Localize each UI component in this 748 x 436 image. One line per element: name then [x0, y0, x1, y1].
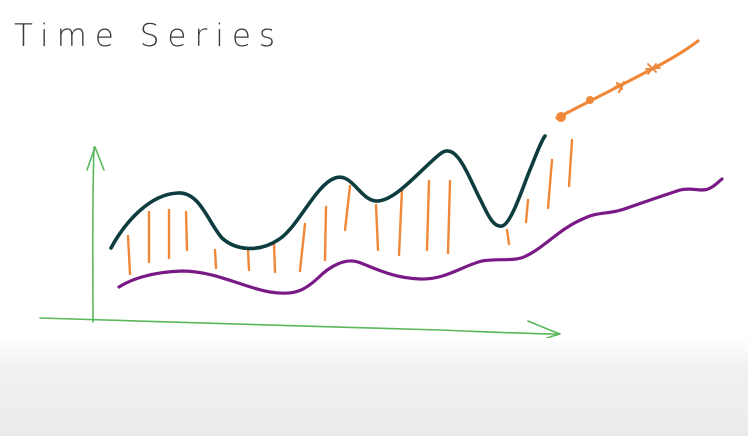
y-axis-arrowhead [86, 146, 105, 171]
main-series-line [109, 134, 547, 251]
sketch-title: Time Series [14, 18, 283, 54]
residual-stroke [546, 158, 554, 210]
residual-stroke [184, 210, 189, 252]
forecast [555, 39, 700, 122]
forecast-point [612, 80, 626, 94]
residual-stroke [246, 248, 251, 272]
residual-stroke [323, 205, 328, 262]
residual-stroke [446, 179, 452, 255]
bottom-fade-band [0, 338, 748, 436]
residual-stroke [343, 184, 352, 232]
residual-stroke [374, 203, 380, 252]
residual-stroke [524, 198, 530, 224]
residual-stroke [567, 138, 574, 188]
residual-stroke [298, 222, 307, 273]
residual-stroke [397, 187, 404, 257]
residual-stroke [126, 234, 132, 276]
x-axis [39, 317, 559, 335]
axes [39, 146, 561, 348]
forecast-point [586, 96, 594, 104]
forecast-line [555, 39, 700, 120]
residual-stroke [272, 242, 277, 274]
trend-series-line [117, 177, 724, 295]
residual-stroke [213, 248, 218, 270]
residual-strokes [126, 138, 574, 276]
forecast-point [556, 112, 566, 122]
residual-stroke [425, 179, 431, 252]
forecast-point [645, 63, 661, 75]
y-axis [91, 146, 95, 323]
residual-stroke [505, 228, 511, 246]
